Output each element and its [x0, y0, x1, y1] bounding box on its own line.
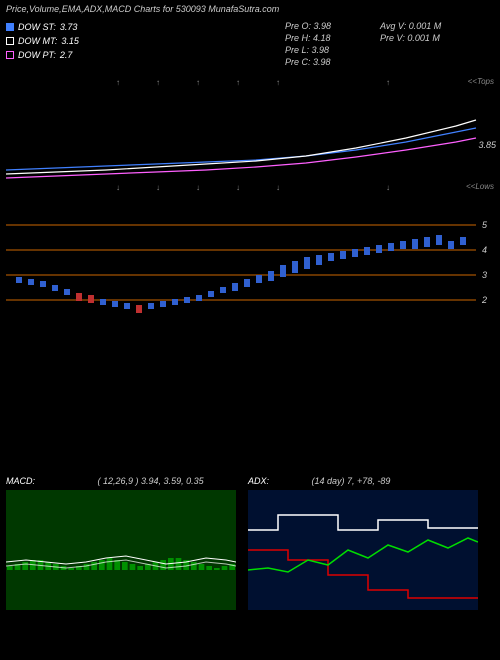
label-lows: <<Lows [466, 182, 494, 191]
info-o: Pre O: 3.98 [285, 20, 331, 32]
svg-text:↓: ↓ [276, 183, 280, 192]
svg-text:↑: ↑ [116, 78, 120, 87]
legend-mt: DOW MT: 3.15 [6, 34, 79, 48]
legend-mt-label: DOW MT: [18, 34, 57, 48]
adx-values: (14 day) 7, +78, -89 [312, 476, 391, 486]
legend-st-label: DOW ST: [18, 20, 56, 34]
svg-text:2: 2 [481, 295, 487, 305]
legend-mt-value: 3.15 [61, 34, 79, 48]
svg-text:4: 4 [482, 245, 487, 255]
info-c: Pre C: 3.98 [285, 56, 331, 68]
info-h: Pre H: 4.18 [285, 32, 331, 44]
info-col2: Avg V: 0.001 M Pre V: 0.001 M [380, 20, 441, 44]
legend-pt-value: 2.7 [60, 48, 73, 62]
legend: DOW ST: 3.73 DOW MT: 3.15 DOW PT: 2.7 [6, 20, 79, 62]
svg-text:↓: ↓ [156, 183, 160, 192]
info-col1: Pre O: 3.98 Pre H: 4.18 Pre L: 3.98 Pre … [285, 20, 331, 68]
adx-name: ADX: [248, 476, 269, 486]
svg-text:↓: ↓ [236, 183, 240, 192]
svg-text:↑: ↑ [196, 78, 200, 87]
macd-name: MACD: [6, 476, 35, 486]
svg-text:↓: ↓ [386, 183, 390, 192]
legend-pt-label: DOW PT: [18, 48, 56, 62]
info-l: Pre L: 3.98 [285, 44, 331, 56]
info-prev: Pre V: 0.001 M [380, 32, 441, 44]
legend-st: DOW ST: 3.73 [6, 20, 79, 34]
swatch-pt [6, 51, 14, 59]
info-avgv: Avg V: 0.001 M [380, 20, 441, 32]
svg-text:↑: ↑ [276, 78, 280, 87]
chart-container: Price,Volume,EMA,ADX,MACD Charts for 530… [0, 0, 500, 660]
page-title: Price,Volume,EMA,ADX,MACD Charts for 530… [6, 4, 279, 14]
price-right-label: 3.85 [478, 140, 496, 150]
adx-label: ADX: (14 day) 7, +78, -89 [248, 476, 390, 486]
svg-text:↓: ↓ [116, 183, 120, 192]
macd-label: MACD: ( 12,26,9 ) 3.94, 3.59, 0.35 [6, 476, 204, 486]
svg-text:↑: ↑ [386, 78, 390, 87]
svg-text:↓: ↓ [196, 183, 200, 192]
swatch-mt [6, 37, 14, 45]
svg-text:5: 5 [482, 220, 488, 230]
legend-pt: DOW PT: 2.7 [6, 48, 79, 62]
macd-values: ( 12,26,9 ) 3.94, 3.59, 0.35 [98, 476, 204, 486]
price-chart: ↑ ↑ ↑ ↑ ↑ ↑ ↓ ↓ ↓ ↓ ↓ ↓ [6, 70, 500, 200]
bar-chart: 5 4 3 2 [6, 215, 500, 325]
label-tops: <<Tops [468, 77, 494, 86]
svg-text:↑: ↑ [156, 78, 160, 87]
svg-text:↑: ↑ [236, 78, 240, 87]
legend-st-value: 3.73 [60, 20, 78, 34]
macd-chart [6, 490, 236, 610]
svg-text:3: 3 [482, 270, 487, 280]
adx-chart [248, 490, 478, 610]
swatch-st [6, 23, 14, 31]
